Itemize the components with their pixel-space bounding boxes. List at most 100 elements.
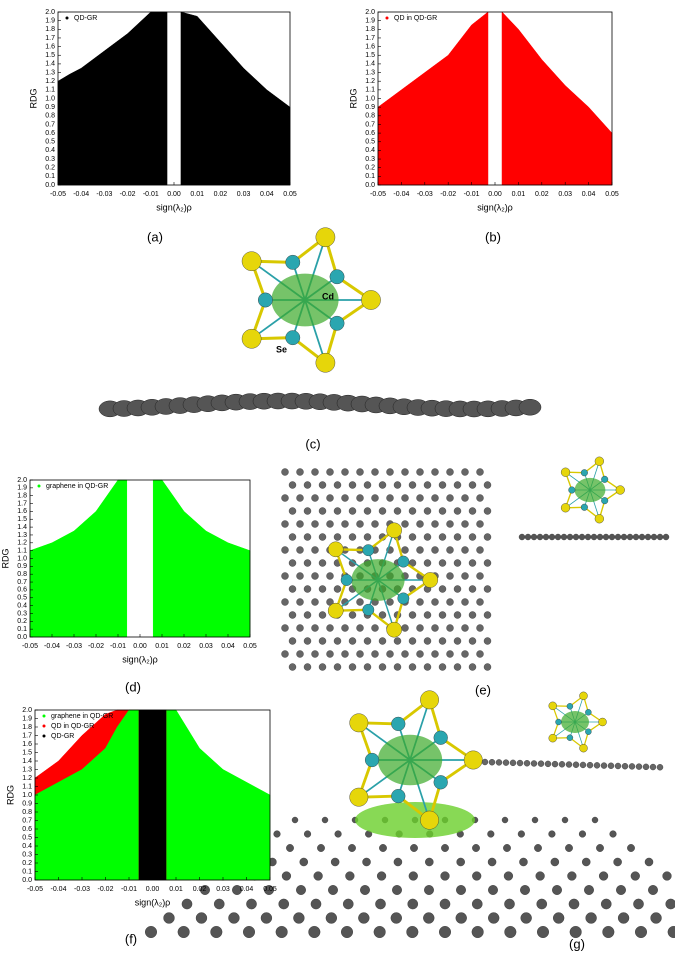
y-tick-label: 1.7 bbox=[45, 35, 55, 42]
atom bbox=[416, 624, 424, 632]
atom bbox=[438, 533, 447, 541]
y-axis-label: RDG bbox=[28, 89, 38, 109]
atom bbox=[607, 762, 615, 769]
y-tick-label: 2.0 bbox=[45, 9, 55, 16]
y-tick-label: 0.1 bbox=[22, 868, 32, 875]
y-tick-label: 1.3 bbox=[45, 69, 55, 76]
atom bbox=[483, 585, 492, 593]
atom bbox=[311, 624, 319, 632]
x-tick-label: 0.00 bbox=[488, 191, 502, 198]
y-tick-label: 0.6 bbox=[365, 130, 375, 137]
isosurface bbox=[574, 477, 606, 503]
atom bbox=[310, 898, 322, 910]
atom bbox=[341, 494, 349, 502]
atom bbox=[650, 533, 658, 541]
atom bbox=[517, 830, 525, 838]
atom bbox=[635, 926, 648, 939]
atom bbox=[288, 559, 297, 567]
y-tick-label: 0.0 bbox=[17, 634, 27, 641]
legend-marker bbox=[65, 16, 69, 20]
atom bbox=[536, 533, 544, 541]
x-tick-label: 0.05 bbox=[283, 191, 297, 198]
atom bbox=[438, 559, 447, 567]
atom bbox=[503, 844, 511, 852]
atom bbox=[296, 572, 304, 580]
y-tick-label: 1.6 bbox=[45, 43, 55, 50]
atom bbox=[476, 598, 484, 606]
atom bbox=[416, 650, 424, 658]
atom bbox=[455, 912, 467, 924]
atom bbox=[321, 816, 329, 824]
atom bbox=[590, 533, 598, 541]
rdg-region bbox=[34, 709, 139, 881]
y-tick-label: 0.2 bbox=[45, 165, 55, 172]
atom bbox=[468, 585, 477, 593]
legend-marker bbox=[42, 734, 46, 738]
atom bbox=[503, 871, 514, 881]
atom bbox=[356, 520, 364, 528]
y-tick-label: 1.9 bbox=[45, 17, 55, 24]
atom bbox=[348, 611, 357, 619]
atom bbox=[401, 468, 409, 476]
atom bbox=[281, 572, 289, 580]
atom bbox=[275, 926, 288, 939]
atom bbox=[349, 787, 369, 807]
atom bbox=[303, 481, 312, 489]
atom bbox=[393, 637, 402, 645]
y-tick-label: 1.6 bbox=[22, 741, 32, 748]
atom bbox=[476, 572, 484, 580]
atom bbox=[195, 912, 208, 924]
atom bbox=[348, 533, 357, 541]
atom bbox=[667, 926, 675, 938]
panel-caption: (a) bbox=[147, 229, 163, 244]
atom bbox=[566, 533, 574, 541]
x-tick-label: -0.03 bbox=[66, 643, 82, 650]
atom bbox=[363, 481, 372, 489]
atom bbox=[288, 663, 297, 671]
y-tick-label: 0.1 bbox=[365, 173, 375, 180]
atom bbox=[579, 691, 588, 701]
atom bbox=[303, 663, 312, 671]
atom bbox=[371, 494, 379, 502]
panel-caption: (e) bbox=[475, 682, 491, 697]
atom bbox=[210, 926, 223, 939]
atom bbox=[568, 486, 576, 494]
x-tick-label: 0.02 bbox=[214, 191, 228, 198]
atom bbox=[438, 481, 447, 489]
atom bbox=[407, 898, 419, 910]
y-tick-label: 0.0 bbox=[22, 877, 32, 884]
atom bbox=[620, 533, 628, 541]
atom bbox=[232, 885, 242, 895]
x-tick-label: -0.04 bbox=[44, 643, 60, 650]
atom bbox=[313, 871, 323, 881]
atom bbox=[594, 456, 604, 466]
atom bbox=[348, 844, 356, 852]
y-tick-label: 1.5 bbox=[365, 52, 375, 59]
atom bbox=[431, 598, 439, 606]
atom bbox=[569, 926, 582, 939]
atom bbox=[453, 559, 462, 567]
atom bbox=[378, 611, 387, 619]
atom bbox=[296, 468, 304, 476]
y-tick-label: 1.3 bbox=[365, 69, 375, 76]
atom bbox=[548, 830, 556, 838]
atom bbox=[281, 598, 289, 606]
atom bbox=[566, 734, 574, 741]
atom bbox=[333, 481, 342, 489]
rdg-region bbox=[166, 709, 271, 881]
atom bbox=[502, 759, 510, 766]
atom bbox=[431, 468, 439, 476]
atom bbox=[286, 844, 294, 852]
atom bbox=[483, 533, 492, 541]
atom bbox=[281, 468, 289, 476]
atom bbox=[362, 857, 371, 867]
x-axis-label: sign(λ₂)ρ bbox=[122, 654, 158, 664]
atom bbox=[598, 717, 607, 727]
atom bbox=[468, 481, 477, 489]
atom bbox=[213, 898, 225, 910]
atom bbox=[386, 468, 394, 476]
y-tick-label: 0.0 bbox=[365, 182, 375, 189]
atom bbox=[585, 709, 592, 716]
y-tick-label: 0.3 bbox=[45, 156, 55, 163]
atom bbox=[378, 507, 387, 515]
